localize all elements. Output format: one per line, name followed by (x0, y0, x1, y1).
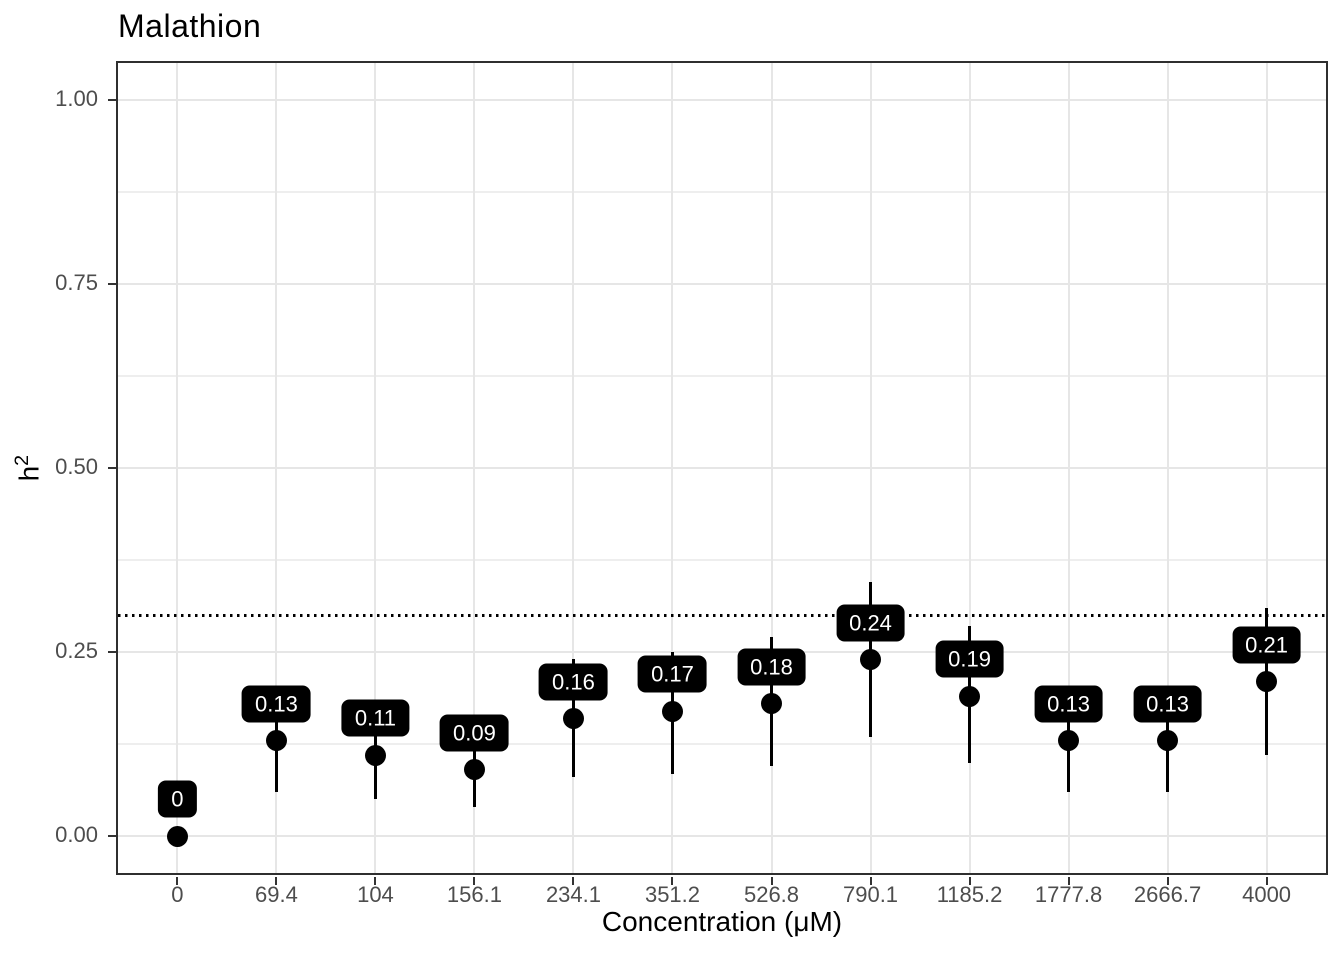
x-axis-title: Concentration (μM) (601, 906, 843, 937)
y-tick-label: 0.00 (55, 822, 98, 848)
x-gridline-major (572, 63, 575, 873)
x-tick-mark (374, 877, 377, 885)
data-point (463, 759, 485, 781)
y-tick-label: 0.25 (55, 638, 98, 664)
data-point (1058, 729, 1080, 751)
point-label: 0.19 (935, 640, 1004, 678)
data-point (166, 825, 188, 847)
y-gridline-minor (118, 191, 1326, 193)
x-tick-label: 1777.8 (1034, 882, 1103, 907)
y-gridline-major (118, 282, 1326, 285)
x-tick-label: 2666.7 (1133, 882, 1202, 907)
point-label: 0.17 (638, 655, 707, 693)
y-tick-label: 0.50 (55, 454, 98, 479)
point-label: 0.09 (440, 714, 509, 752)
data-point (860, 648, 882, 670)
x-tick-label: 156.1 (446, 882, 502, 907)
x-tick-label: 526.8 (743, 882, 800, 907)
x-tick-mark (473, 877, 476, 885)
point-label: 0.13 (242, 685, 311, 723)
data-point (562, 707, 584, 729)
x-gridline-major (671, 63, 674, 873)
point-label: 0.13 (1034, 685, 1103, 723)
x-tick-mark (572, 877, 575, 885)
x-tick-mark (1166, 877, 1169, 885)
y-gridline-minor (118, 743, 1326, 745)
y-gridline-major (118, 651, 1326, 654)
x-tick-mark (968, 877, 971, 885)
point-label: 0 (158, 780, 197, 818)
x-tick-mark (176, 877, 179, 885)
y-tick-mark (108, 467, 116, 469)
x-gridline-major (869, 63, 872, 873)
y-tick-mark (108, 98, 116, 101)
data-point (959, 685, 981, 707)
data-point (1256, 671, 1278, 693)
x-tick-mark (1067, 877, 1070, 885)
point-label: 0.21 (1232, 626, 1301, 664)
x-tick-mark (275, 877, 278, 885)
x-gridline-major (1166, 63, 1169, 873)
y-tick-label: 0.75 (55, 269, 98, 295)
point-label: 0.24 (836, 604, 905, 642)
point-label: 0.11 (341, 699, 410, 737)
x-gridline-major (968, 63, 971, 873)
data-point (661, 700, 683, 722)
plot-panel: 0 0.13 0.11 0.09 0.16 0.17 0.18 0.24 0.19 0.13 0.1… (108, 61, 1328, 885)
x-gridline-major (374, 63, 377, 873)
y-gridline-major (118, 467, 1326, 469)
x-tick-label: 351.2 (644, 882, 701, 907)
point-label: 0.16 (539, 663, 608, 701)
x-tick-label: 69.4 (255, 882, 298, 907)
x-gridline-major (275, 63, 278, 873)
x-tick-label: 0 (171, 882, 184, 907)
y-gridline-minor (118, 559, 1326, 561)
x-gridline-major (473, 63, 476, 873)
x-gridline-major (176, 63, 179, 873)
x-gridline-major (1067, 63, 1070, 873)
x-tick-mark (770, 877, 773, 885)
point-label: 0.13 (1133, 685, 1202, 723)
y-gridline-minor (118, 375, 1326, 377)
y-gridline-major (118, 98, 1326, 101)
y-tick-mark (108, 651, 116, 654)
y-gridline-major (118, 835, 1326, 838)
data-point (265, 729, 287, 751)
data-point (1157, 729, 1179, 751)
x-tick-label: 104 (357, 882, 394, 907)
y-tick-mark (108, 282, 116, 285)
data-point (761, 693, 782, 715)
data-point (364, 744, 386, 766)
x-tick-label: 1185.2 (936, 882, 1003, 907)
x-tick-label: 234.1 (545, 882, 601, 907)
x-gridline-major (1265, 63, 1268, 873)
y-tick-mark (108, 835, 116, 838)
reference-line (118, 613, 1326, 617)
y-tick-label: 1.00 (55, 85, 98, 111)
plot-title: Malathion (118, 8, 262, 44)
x-gridline-major (770, 63, 773, 873)
point-label: 0.18 (737, 648, 806, 686)
x-tick-mark (671, 877, 674, 885)
x-tick-mark (1265, 877, 1268, 885)
x-tick-label: 4000 (1242, 882, 1292, 907)
x-tick-mark (869, 877, 872, 885)
x-tick-label: 790.1 (842, 882, 899, 907)
